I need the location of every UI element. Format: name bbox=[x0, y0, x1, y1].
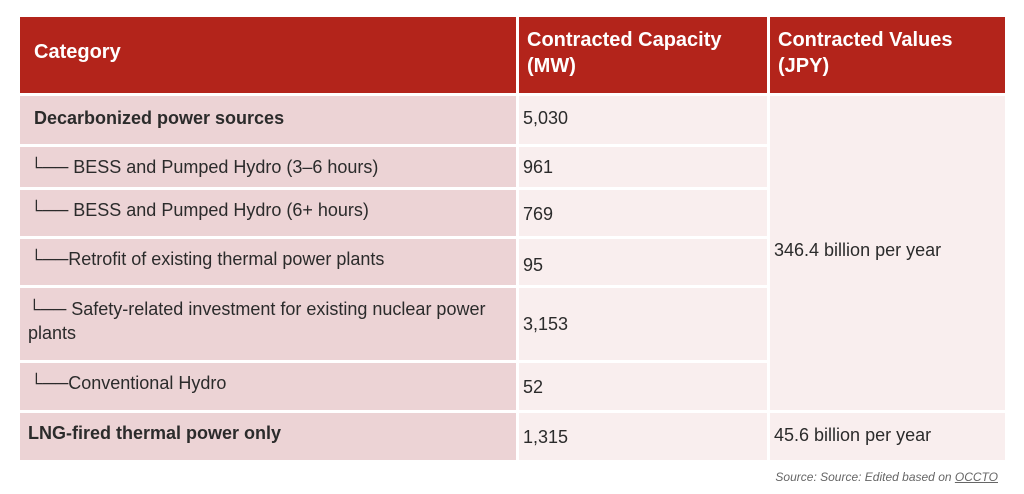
source-note: Source: Source: Edited based on OCCTO bbox=[775, 470, 998, 484]
row-capacity-bess-3-6: 961 bbox=[519, 147, 767, 187]
values-decarbonized: 346.4 billion per year bbox=[770, 96, 1005, 410]
row-category-lng: LNG-fired thermal power only bbox=[20, 413, 516, 460]
row-capacity-decarbonized: 5,030 bbox=[519, 96, 767, 144]
row-category-bess-3-6: └── BESS and Pumped Hydro (3–6 hours) bbox=[20, 147, 516, 187]
row-capacity-retrofit-thermal: 95 bbox=[519, 239, 767, 285]
header-values: Contracted Values (JPY) bbox=[770, 17, 1005, 93]
row-category-conventional-hydro: └──Conventional Hydro bbox=[20, 363, 516, 410]
row-category-nuclear-safety: └── Safety-related investment for existi… bbox=[20, 288, 516, 360]
row-category-decarbonized: Decarbonized power sources bbox=[20, 96, 516, 144]
row-capacity-nuclear-safety: 3,153 bbox=[519, 288, 767, 360]
row-capacity-conventional-hydro: 52 bbox=[519, 363, 767, 410]
row-category-bess-6plus: └── BESS and Pumped Hydro (6+ hours) bbox=[20, 190, 516, 236]
header-category: Category bbox=[20, 17, 516, 93]
row-capacity-bess-6plus: 769 bbox=[519, 190, 767, 236]
header-capacity: Contracted Capacity (MW) bbox=[519, 17, 767, 93]
values-lng: 45.6 billion per year bbox=[770, 413, 1005, 460]
source-link-occto[interactable]: OCCTO bbox=[954, 470, 998, 484]
row-category-retrofit-thermal: └──Retrofit of existing thermal power pl… bbox=[20, 239, 516, 285]
row-capacity-lng: 1,315 bbox=[519, 413, 767, 460]
source-prefix: Source: Source: Edited based on bbox=[775, 470, 955, 484]
